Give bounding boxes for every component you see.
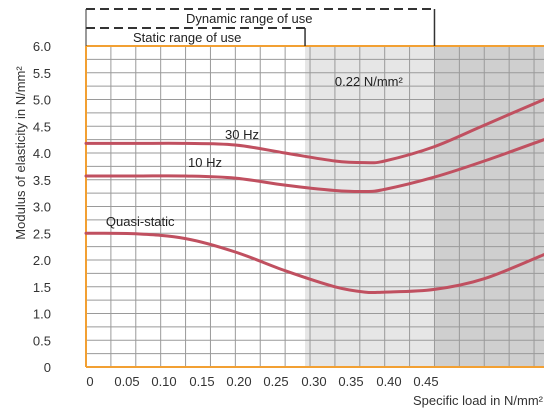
y-tick-label: 6.0: [33, 39, 51, 54]
range-label-1: Static range of use: [133, 30, 241, 45]
x-tick-label: 0.25: [263, 374, 288, 389]
annotation-0: 0.22 N/mm²: [335, 74, 404, 89]
series-line-30-hz: [84, 98, 544, 165]
y-tick-label: 4.5: [33, 119, 51, 134]
y-tick-label: 2.5: [33, 226, 51, 241]
range-brackets: Dynamic range of use Static range of use: [85, 8, 436, 46]
y-axis-label: Modulus of elasticity in N/mm²: [13, 66, 28, 240]
y-tick-label: 1.5: [33, 280, 51, 295]
x-tick-label: 0.30: [301, 374, 326, 389]
annotation-1: Quasi-static: [106, 214, 175, 229]
y-tick-label: 5.0: [33, 93, 51, 108]
tick-labels: 0 0.05 0.10 0.15 0.20 0.25 0.30 0.35 0.40 0.45 0 0.…: [33, 39, 439, 389]
y-tick-label: 3.5: [33, 173, 51, 188]
range-label-0: Dynamic range of use: [186, 11, 312, 26]
x-tick-label: 0: [86, 374, 93, 389]
plot-frame: [85, 45, 544, 368]
series-line-10-hz: [84, 138, 544, 194]
series-line-quasi-static: [84, 231, 544, 295]
series-lines: [84, 98, 544, 295]
x-tick-label: 0.10: [151, 374, 176, 389]
x-tick-label: 0.15: [189, 374, 214, 389]
series-label-30-hz: 30 Hz: [225, 127, 259, 142]
y-tick-label: 1.0: [33, 307, 51, 322]
x-tick-label: 0.20: [226, 374, 251, 389]
x-tick-label: 0.05: [114, 374, 139, 389]
y-tick-label: 0: [44, 360, 51, 375]
y-tick-label: 2.0: [33, 253, 51, 268]
series-label-10-hz: 10 Hz: [188, 155, 222, 170]
y-tick-label: 5.5: [33, 66, 51, 81]
y-tick-label: 4.0: [33, 146, 51, 161]
x-tick-label: 0.35: [338, 374, 363, 389]
x-tick-label: 0.40: [376, 374, 401, 389]
x-axis-label: Specific load in N/mm²: [413, 393, 544, 408]
x-tick-label: 0.45: [413, 374, 438, 389]
y-tick-label: 3.0: [33, 200, 51, 215]
y-tick-label: 0.5: [33, 333, 51, 348]
